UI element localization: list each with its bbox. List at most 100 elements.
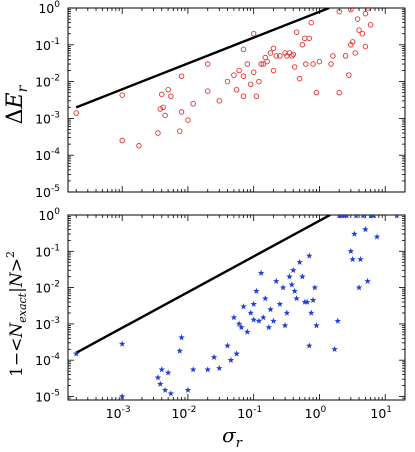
data-point [168,93,174,99]
data-point [309,296,317,303]
data-point [244,328,251,335]
data-point [185,117,191,123]
data-point [347,247,355,255]
y-tick-label: 100 [38,0,60,16]
data-point [342,53,349,59]
y-tick-label: 10-1 [35,37,60,53]
data-point [303,61,309,67]
data-point [262,295,269,302]
top-y-axis-label: ΔEr [3,84,31,124]
data-point [158,366,165,373]
data-point [257,269,265,276]
data-point [267,306,274,313]
y-tick-label: 10-2 [35,280,60,296]
data-point [157,106,164,112]
data-point [118,393,126,400]
data-point [356,27,362,33]
data-point [349,39,356,45]
data-point [353,215,359,219]
data-point [328,61,334,67]
data-point [310,61,316,67]
data-point [311,284,319,291]
data-point [235,320,243,327]
data-point [270,45,277,52]
data-point [119,92,125,98]
y-tick-label: 100 [38,207,60,223]
data-point [289,53,295,59]
data-point [154,374,162,381]
data-point [247,81,254,87]
y-tick-label: 10-4 [35,352,60,368]
data-point [349,255,356,263]
data-point [250,300,257,307]
data-point [370,215,377,219]
data-point [290,266,297,274]
plot-area [73,8,374,149]
data-point [362,43,369,50]
data-point [352,50,358,56]
data-point [178,73,185,79]
data-point [343,215,350,219]
data-point [258,61,264,67]
data-point [184,386,192,393]
data-point [306,252,313,259]
data-point [216,98,223,104]
data-point [373,233,381,240]
data-point [189,366,197,373]
data-point [296,75,303,82]
data-point [247,309,254,316]
data-point [273,53,279,59]
data-point [159,91,165,98]
top-panel: 10-5 10-4 10-3 10-2 10-1 100 [35,0,406,200]
bottom-x-axis-label: σr [222,423,243,451]
data-point [362,10,369,17]
data-point [283,309,291,316]
data-point [260,314,267,321]
data-point [306,342,313,349]
y-tick-label: 10-1 [35,243,60,259]
data-point [176,347,183,354]
plot-frame [67,7,406,193]
data-point [336,89,342,96]
data-point [240,93,247,99]
data-point [178,334,185,341]
reference-line [75,8,330,109]
data-point [291,64,298,70]
data-point [72,350,80,357]
data-point [279,284,287,291]
data-point [250,316,257,323]
data-point [233,350,240,357]
data-point [313,322,320,329]
data-point [281,322,289,329]
data-point [336,8,342,15]
data-point [303,298,311,305]
data-point [265,324,273,331]
data-point [160,104,166,111]
data-point [293,29,300,35]
data-point [286,273,293,280]
data-point [233,87,240,93]
data-point [288,281,296,288]
plot-frame [67,214,406,401]
data-point [360,215,366,219]
data-point [210,353,218,361]
data-point [330,53,336,59]
data-point [367,22,374,28]
data-point [260,61,267,67]
data-point [190,101,196,107]
data-point [355,284,363,291]
data-point [296,258,303,265]
data-point [240,46,247,53]
data-point [157,380,164,387]
data-point [272,277,280,284]
data-point [240,303,247,310]
data-point [238,324,245,331]
data-point [267,50,274,56]
y-tick-label: 10-4 [35,147,60,163]
x-tick-label: 10-1 [237,405,262,421]
data-point [348,8,354,13]
data-point [227,356,235,363]
data-point [351,230,358,237]
data-point [316,58,323,65]
